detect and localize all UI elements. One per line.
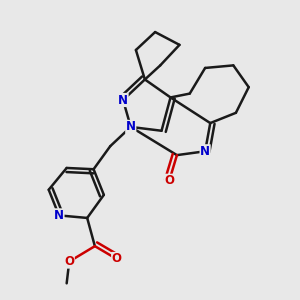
Text: O: O xyxy=(112,253,122,266)
Text: N: N xyxy=(54,209,64,222)
Text: O: O xyxy=(164,174,174,187)
Text: N: N xyxy=(126,120,136,134)
Text: N: N xyxy=(118,94,128,106)
Text: N: N xyxy=(200,145,210,158)
Text: O: O xyxy=(64,255,74,268)
